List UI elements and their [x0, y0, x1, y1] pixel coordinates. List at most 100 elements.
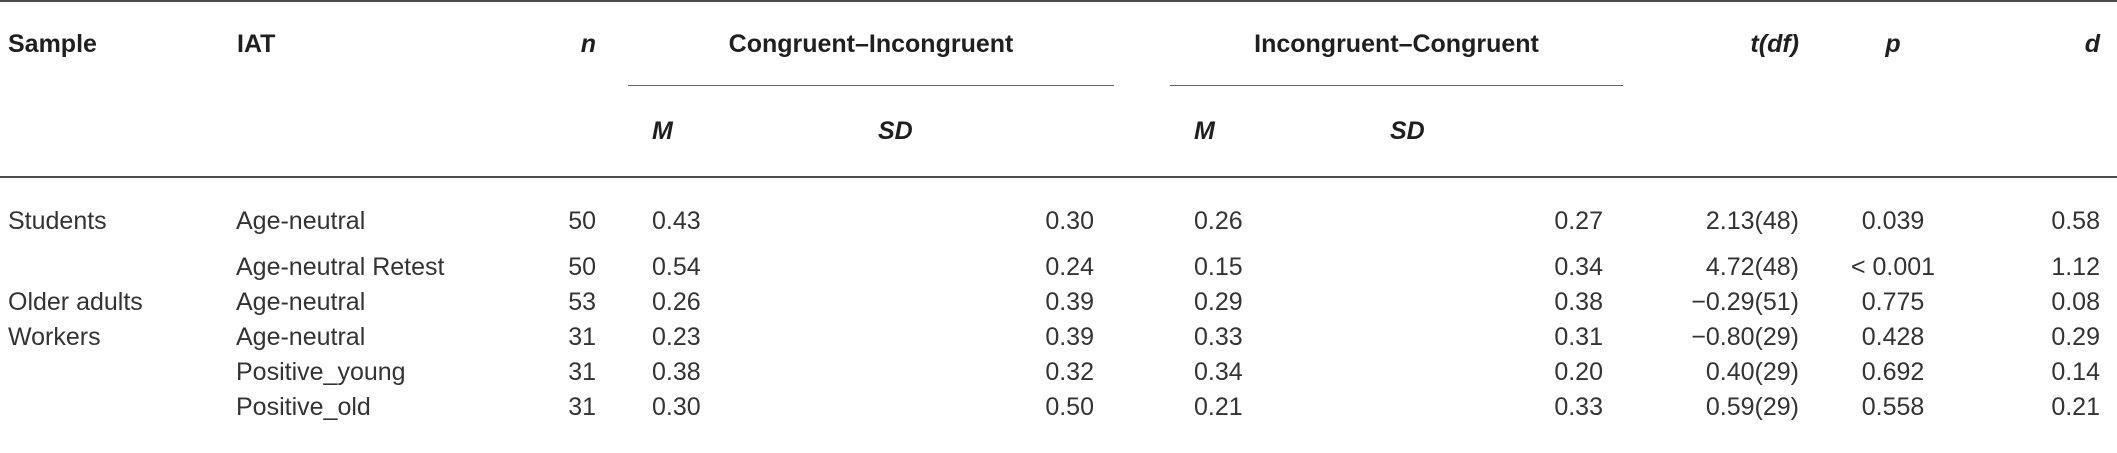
- header-blank-p: [1811, 86, 1975, 177]
- header-blank-sample: [0, 86, 236, 177]
- cell-m2: 0.29: [1194, 288, 1243, 316]
- cell-p: 0.558: [1861, 393, 1925, 421]
- cell-p: 0.039: [1861, 206, 1925, 235]
- cell-sd2: 0.33: [1554, 393, 1603, 421]
- cell-sd1: 0.32: [1045, 358, 1094, 386]
- cell-m2: 0.26: [1194, 206, 1243, 235]
- cell-m2: 0.33: [1194, 323, 1243, 351]
- cell-sample: [0, 250, 236, 285]
- cell-n: 53: [568, 288, 596, 316]
- cell-d: 0.58: [2051, 206, 2100, 235]
- cell-t: −0.80(29): [1691, 323, 1799, 351]
- cell-m2: 0.21: [1194, 393, 1243, 421]
- cell-sd1: 0.39: [1045, 323, 1094, 351]
- table-row: Students Age-neutral 50 0.43 0.30 0.26 0…: [0, 177, 2117, 250]
- cell-sd1: 0.30: [1045, 206, 1094, 235]
- header-blank-t: [1629, 86, 1811, 177]
- cell-d: 1.12: [2051, 253, 2100, 281]
- cell-sample: [0, 355, 236, 390]
- cell-m1: 0.38: [652, 358, 701, 386]
- cell-n: 31: [568, 323, 596, 351]
- cell-gap: [1120, 390, 1164, 425]
- cell-gap: [1120, 177, 1164, 250]
- cell-m1: 0.54: [652, 253, 701, 281]
- header-m1: M: [652, 116, 673, 145]
- cell-sd2: 0.31: [1554, 323, 1603, 351]
- cell-sd1: 0.50: [1045, 393, 1094, 421]
- cell-m1: 0.30: [652, 393, 701, 421]
- cell-sd1: 0.24: [1045, 253, 1094, 281]
- header-blank-n: [530, 86, 622, 177]
- cell-sample: Older adults: [8, 288, 143, 316]
- header-incongruent-congruent: Incongruent–Congruent: [1164, 0, 1629, 86]
- header-n: n: [530, 0, 622, 86]
- cell-p: 0.692: [1861, 358, 1925, 386]
- cell-sample: Students: [8, 206, 107, 235]
- table-row: Positive_young 31 0.38 0.32 0.34 0.20 0.…: [0, 355, 2117, 390]
- cell-iat: Age-neutral Retest: [236, 253, 445, 281]
- spanner-rule-2: [1170, 85, 1623, 86]
- cell-sample: [0, 390, 236, 425]
- cell-d: 0.21: [2051, 393, 2100, 421]
- cell-m2: 0.15: [1194, 253, 1243, 281]
- cell-n: 31: [568, 358, 596, 386]
- cell-d: 0.08: [2051, 288, 2100, 316]
- cell-sd2: 0.38: [1554, 288, 1603, 316]
- cell-iat: Age-neutral: [236, 323, 366, 351]
- cell-t: −0.29(51): [1691, 288, 1799, 316]
- cell-m1: 0.26: [652, 288, 701, 316]
- cell-t: 0.40(29): [1705, 358, 1799, 386]
- table-row: Age-neutral Retest 50 0.54 0.24 0.15 0.3…: [0, 250, 2117, 285]
- cell-n: 31: [568, 393, 596, 421]
- cell-p: 0.428: [1861, 323, 1925, 351]
- table-row: Positive_old 31 0.30 0.50 0.21 0.33 0.59…: [0, 390, 2117, 425]
- header-sd2: SD: [1390, 116, 1425, 145]
- header-gap: [1120, 0, 1164, 86]
- cell-gap: [1120, 250, 1164, 285]
- table-row: Workers Age-neutral 31 0.23 0.39 0.33 0.…: [0, 320, 2117, 355]
- cell-gap: [1120, 320, 1164, 355]
- cell-m1: 0.43: [652, 206, 701, 235]
- header-t: t(df): [1629, 0, 1811, 86]
- cell-sd2: 0.20: [1554, 358, 1603, 386]
- cell-gap: [1120, 285, 1164, 320]
- header-sd1: SD: [878, 116, 913, 145]
- spanner-rule-1: [628, 85, 1114, 86]
- cell-iat: Age-neutral: [236, 206, 366, 235]
- header-group1-label: Congruent–Incongruent: [728, 29, 1014, 58]
- cell-gap: [1120, 355, 1164, 390]
- cell-p: 0.775: [1861, 288, 1925, 316]
- cell-iat: Positive_old: [236, 393, 371, 421]
- cell-sd2: 0.34: [1554, 253, 1603, 281]
- header-blank-d: [1975, 86, 2117, 177]
- cell-iat: Age-neutral: [236, 288, 366, 316]
- header-row-1: Sample IAT n Congruent–Incongruent Incon…: [0, 0, 2117, 86]
- header-m2: M: [1194, 116, 1215, 145]
- cell-p: < 0.001: [1850, 253, 1936, 281]
- cell-sample: Workers: [8, 323, 101, 351]
- header-group2-label: Incongruent–Congruent: [1254, 29, 1539, 58]
- cell-d: 0.29: [2051, 323, 2100, 351]
- header-p: p: [1811, 0, 1975, 86]
- cell-t: 2.13(48): [1705, 206, 1799, 235]
- header-iat: IAT: [236, 0, 530, 86]
- cell-sd1: 0.39: [1045, 288, 1094, 316]
- cell-t: 0.59(29): [1705, 393, 1799, 421]
- header-row-2: M SD M SD: [0, 86, 2117, 177]
- cell-n: 50: [568, 253, 596, 281]
- header-blank-gap: [1120, 86, 1164, 177]
- cell-m1: 0.23: [652, 323, 701, 351]
- cell-n: 50: [568, 206, 596, 235]
- header-sample: Sample: [0, 0, 236, 86]
- cell-sd2: 0.27: [1554, 206, 1603, 235]
- header-congruent-incongruent: Congruent–Incongruent: [622, 0, 1120, 86]
- cell-m2: 0.34: [1194, 358, 1243, 386]
- results-table: Sample IAT n Congruent–Incongruent Incon…: [0, 0, 2117, 425]
- cell-t: 4.72(48): [1705, 253, 1799, 281]
- header-blank-iat: [236, 86, 530, 177]
- table-row: Older adults Age-neutral 53 0.26 0.39 0.…: [0, 285, 2117, 320]
- table-body: Students Age-neutral 50 0.43 0.30 0.26 0…: [0, 177, 2117, 425]
- header-d: d: [1975, 0, 2117, 86]
- cell-d: 0.14: [2051, 358, 2100, 386]
